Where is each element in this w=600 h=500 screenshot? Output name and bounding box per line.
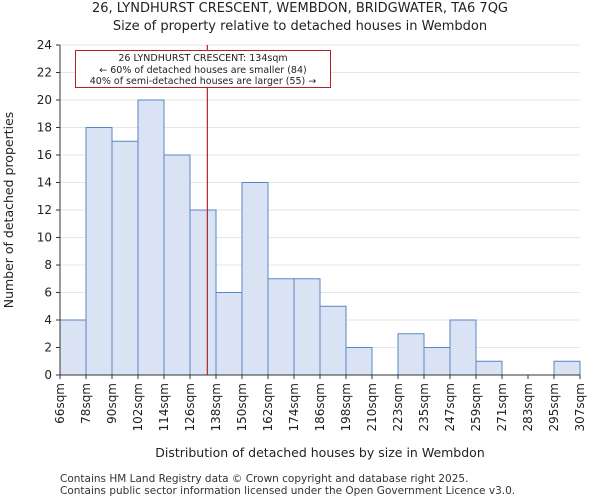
histogram-bar [293, 278, 321, 376]
x-axis-title: Distribution of detached houses by size … [155, 445, 485, 460]
y-tick-label: 6 [44, 286, 52, 300]
histogram-bar [59, 319, 87, 376]
y-tick-label: 12 [37, 203, 52, 217]
x-tick-label: 247sqm [443, 383, 457, 431]
y-tick-label: 4 [44, 313, 52, 327]
histogram-bar [449, 319, 477, 376]
x-tick-label: 235sqm [417, 383, 431, 431]
y-tick-label: 2 [44, 341, 52, 355]
x-tick-label: 150sqm [235, 383, 249, 431]
property-annotation-box: 26 LYNDHURST CRESCENT: 134sqm ← 60% of d… [75, 50, 331, 88]
x-tick-label: 295sqm [547, 383, 561, 431]
y-tick-label: 10 [37, 231, 52, 245]
histogram-bar [267, 278, 295, 376]
histogram-bar [345, 347, 373, 376]
annotation-line-3: 40% of semi-detached houses are larger (… [89, 76, 317, 87]
annotation-line-1: 26 LYNDHURST CRESCENT: 134sqm [118, 53, 288, 64]
y-tick-label: 22 [37, 66, 52, 80]
y-tick-label: 18 [37, 121, 52, 135]
y-axis-title: Number of detached properties [1, 112, 16, 309]
x-tick-label: 259sqm [469, 383, 483, 431]
x-tick-label: 198sqm [339, 383, 353, 431]
x-tick-label: 186sqm [313, 383, 327, 431]
x-tick-label: 223sqm [391, 383, 405, 431]
histogram-bar [137, 99, 165, 376]
x-tick-label: 66sqm [53, 383, 67, 424]
x-tick-label: 162sqm [261, 383, 275, 431]
y-tick-label: 8 [44, 258, 52, 272]
x-tick-label: 78sqm [79, 383, 93, 424]
annotation-line-2: ← 60% of detached houses are smaller (84… [99, 64, 307, 76]
histogram-bar [111, 140, 139, 376]
x-tick-label: 210sqm [365, 383, 379, 431]
x-tick-label: 90sqm [105, 383, 119, 424]
footer-copyright: Contains HM Land Registry data © Crown c… [60, 473, 469, 485]
x-tick-label: 283sqm [521, 383, 535, 431]
y-tick-label: 14 [37, 176, 52, 190]
y-tick-label: 16 [37, 148, 52, 162]
histogram-bar [163, 154, 191, 376]
x-tick-label: 126sqm [183, 383, 197, 431]
y-tick-label: 20 [37, 93, 52, 107]
histogram-bar [397, 333, 425, 376]
histogram-bar [85, 127, 113, 376]
histogram-bar [475, 360, 503, 376]
histogram-bar [319, 305, 347, 376]
x-tick-label: 174sqm [287, 383, 301, 431]
footer-licence: Contains public sector information licen… [60, 485, 516, 497]
histogram-bar [553, 360, 581, 376]
histogram-bar [215, 292, 243, 376]
histogram-bar [241, 182, 269, 376]
histogram-bar [189, 209, 217, 376]
x-tick-label: 114sqm [157, 383, 171, 431]
y-tick-label: 24 [37, 38, 52, 52]
histogram-bar [423, 347, 451, 376]
x-tick-label: 102sqm [131, 383, 145, 431]
chart-subtitle: Size of property relative to detached ho… [112, 19, 488, 34]
x-tick-label: 271sqm [495, 383, 509, 431]
x-tick-label: 307sqm [573, 383, 587, 431]
chart-title: 26, LYNDHURST CRESCENT, WEMBDON, BRIDGWA… [91, 1, 509, 16]
x-tick-label: 138sqm [209, 383, 223, 431]
y-tick-label: 0 [44, 368, 52, 382]
